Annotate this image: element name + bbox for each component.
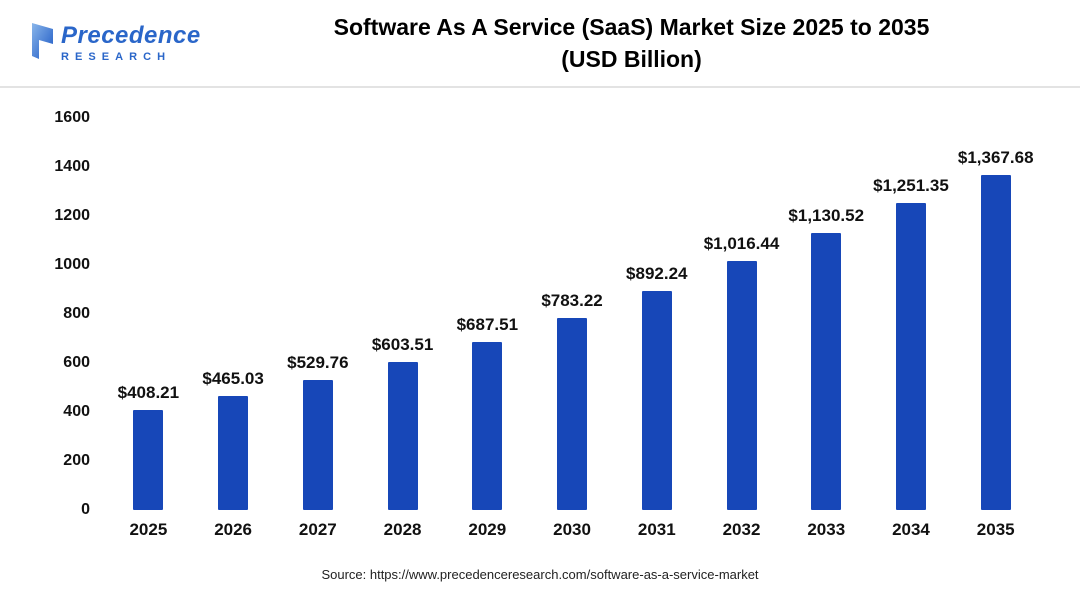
bar-column: $1,367.68: [953, 118, 1038, 510]
bar-value-label: $1,251.35: [873, 176, 949, 196]
bar-value-label: $1,367.68: [957, 147, 1034, 167]
bar-column: $783.22: [530, 118, 615, 510]
x-tick-label: 2029: [468, 520, 507, 539]
x-axis: 2025 2026 2027 2028 2029 2030 2031 2032 2033 2034…: [106, 520, 1038, 540]
bar-column: $1,016.44: [699, 118, 784, 510]
bar-column: $892.24: [614, 118, 699, 510]
bar-column: $687.51: [445, 118, 530, 510]
bar-value-label: $687.51: [456, 314, 519, 334]
plot-area: $408.21 $465.03 $529.76 $603.51 $687.51 $783.…: [106, 118, 1038, 510]
x-tick-label: 2031: [637, 520, 676, 539]
bar-column: $529.76: [275, 118, 360, 510]
x-tick-label: 2028: [383, 520, 422, 539]
y-tick-label: 600: [63, 354, 90, 371]
x-tick-label: 2027: [298, 520, 337, 539]
bar-value-label: $892.24: [626, 264, 688, 284]
bar-value-label: $603.51: [371, 335, 434, 355]
brand-text: Precedence RESEARCH: [61, 21, 201, 63]
y-tick-label: 1600: [54, 109, 90, 126]
x-tick-label: 2035: [976, 520, 1015, 539]
bar-column: $603.51: [360, 118, 445, 510]
y-tick-label: 1000: [54, 256, 90, 273]
bar: [726, 260, 757, 510]
x-tick-label: 2030: [553, 520, 591, 539]
bar-value-label: $529.76: [287, 353, 349, 373]
brand-logo: Precedence RESEARCH: [28, 22, 233, 65]
source-line: Source: https://www.precedenceresearch.c…: [0, 566, 1080, 584]
precedence-logo-icon: [28, 22, 56, 65]
bar: [133, 410, 164, 510]
bar-value-label: $1,016.44: [703, 233, 780, 253]
header: Precedence RESEARCH Software As A Servic…: [0, 0, 1080, 88]
bar-column: $408.21: [106, 118, 191, 510]
x-tick-label: 2025: [129, 520, 168, 539]
x-tick-label: 2032: [722, 520, 761, 539]
y-tick-label: 0: [81, 501, 90, 518]
bar-column: $1,251.35: [869, 118, 954, 510]
y-tick-label: 800: [63, 305, 90, 322]
y-tick-label: 1200: [54, 207, 90, 224]
bar-value-label: $1,130.52: [788, 206, 865, 226]
bar-value-label: $408.21: [117, 383, 180, 402]
title-block: Software As A Service (SaaS) Market Size…: [233, 11, 1050, 75]
bar-column: $1,130.52: [784, 118, 869, 510]
bar: [472, 341, 503, 510]
x-tick-label: 2033: [807, 520, 846, 539]
bar: [641, 291, 672, 510]
y-tick-label: 400: [63, 403, 90, 420]
bar: [302, 380, 333, 510]
x-tick-label: 2026: [214, 520, 253, 539]
plot-wrap: $408.21 $465.03 $529.76 $603.51 $687.51 $783.…: [106, 118, 1038, 540]
bar: [387, 362, 418, 510]
bar: [895, 203, 926, 510]
bar-chart: 0 200 400 600 800 1000 1200 1400 1600 $408.21 $46…: [0, 88, 1080, 540]
source-text: Source: https://www.precedenceresearch.c…: [321, 567, 759, 582]
bar: [980, 174, 1011, 510]
chart-title: Software As A Service (SaaS) Market Size…: [333, 13, 930, 40]
x-tick-label: 2034: [892, 520, 930, 539]
y-tick-label: 1400: [54, 158, 90, 175]
brand-subname: RESEARCH: [61, 50, 172, 63]
chart-subtitle: (USD Billion): [561, 46, 702, 72]
bar: [218, 396, 249, 510]
bar: [557, 318, 588, 510]
bar-value-label: $783.22: [541, 291, 603, 311]
brand-name: Precedence: [61, 21, 201, 49]
y-tick-label: 200: [63, 452, 90, 469]
bar-column: $465.03: [191, 118, 276, 510]
bar: [811, 233, 842, 510]
y-axis: 0 200 400 600 800 1000 1200 1400 1600: [46, 109, 106, 518]
bar-value-label: $465.03: [202, 369, 264, 389]
